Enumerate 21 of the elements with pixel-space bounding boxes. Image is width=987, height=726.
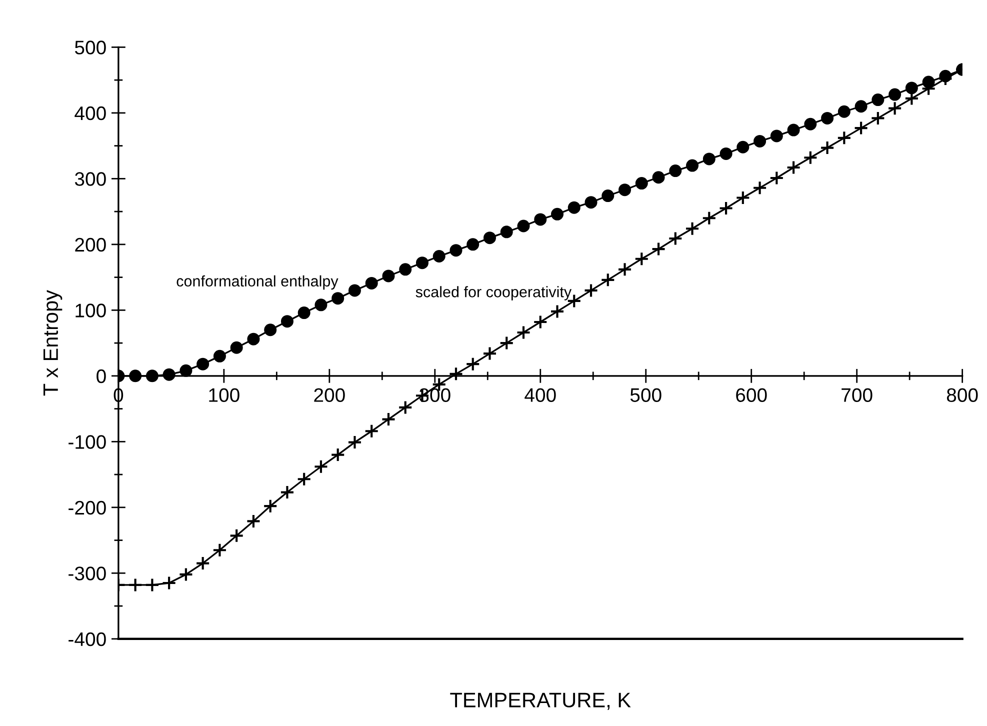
y-tick-label: -100 [68, 435, 106, 449]
y-tick-label: -400 [68, 632, 106, 646]
y-axis-title: T x Entropy [44, 290, 62, 396]
x-tick-label: 800 [946, 388, 978, 402]
x-tick-label: 100 [209, 388, 240, 402]
x-tick-label: 400 [524, 388, 556, 402]
y-tick-label: 500 [74, 40, 106, 54]
y-tick-label: 400 [74, 106, 106, 120]
y-tick-label: 100 [76, 304, 106, 318]
x-tick-label: 500 [630, 388, 662, 402]
y-tick-label: -200 [68, 500, 106, 515]
y-tick-label: 0 [96, 369, 106, 384]
x-axis-title: TEMPERATURE, K [450, 692, 631, 710]
x-tick-label: 600 [736, 388, 767, 402]
y-tick-label: 200 [75, 238, 106, 252]
y-tick-label: -300 [68, 566, 106, 580]
x-tick-label: 700 [842, 388, 872, 402]
series-label: scaled for cooperativity [416, 286, 572, 300]
series-label: conformational enthalpy [176, 275, 338, 290]
x-tick-label: 200 [314, 388, 345, 402]
y-tick-label: 300 [74, 172, 106, 186]
